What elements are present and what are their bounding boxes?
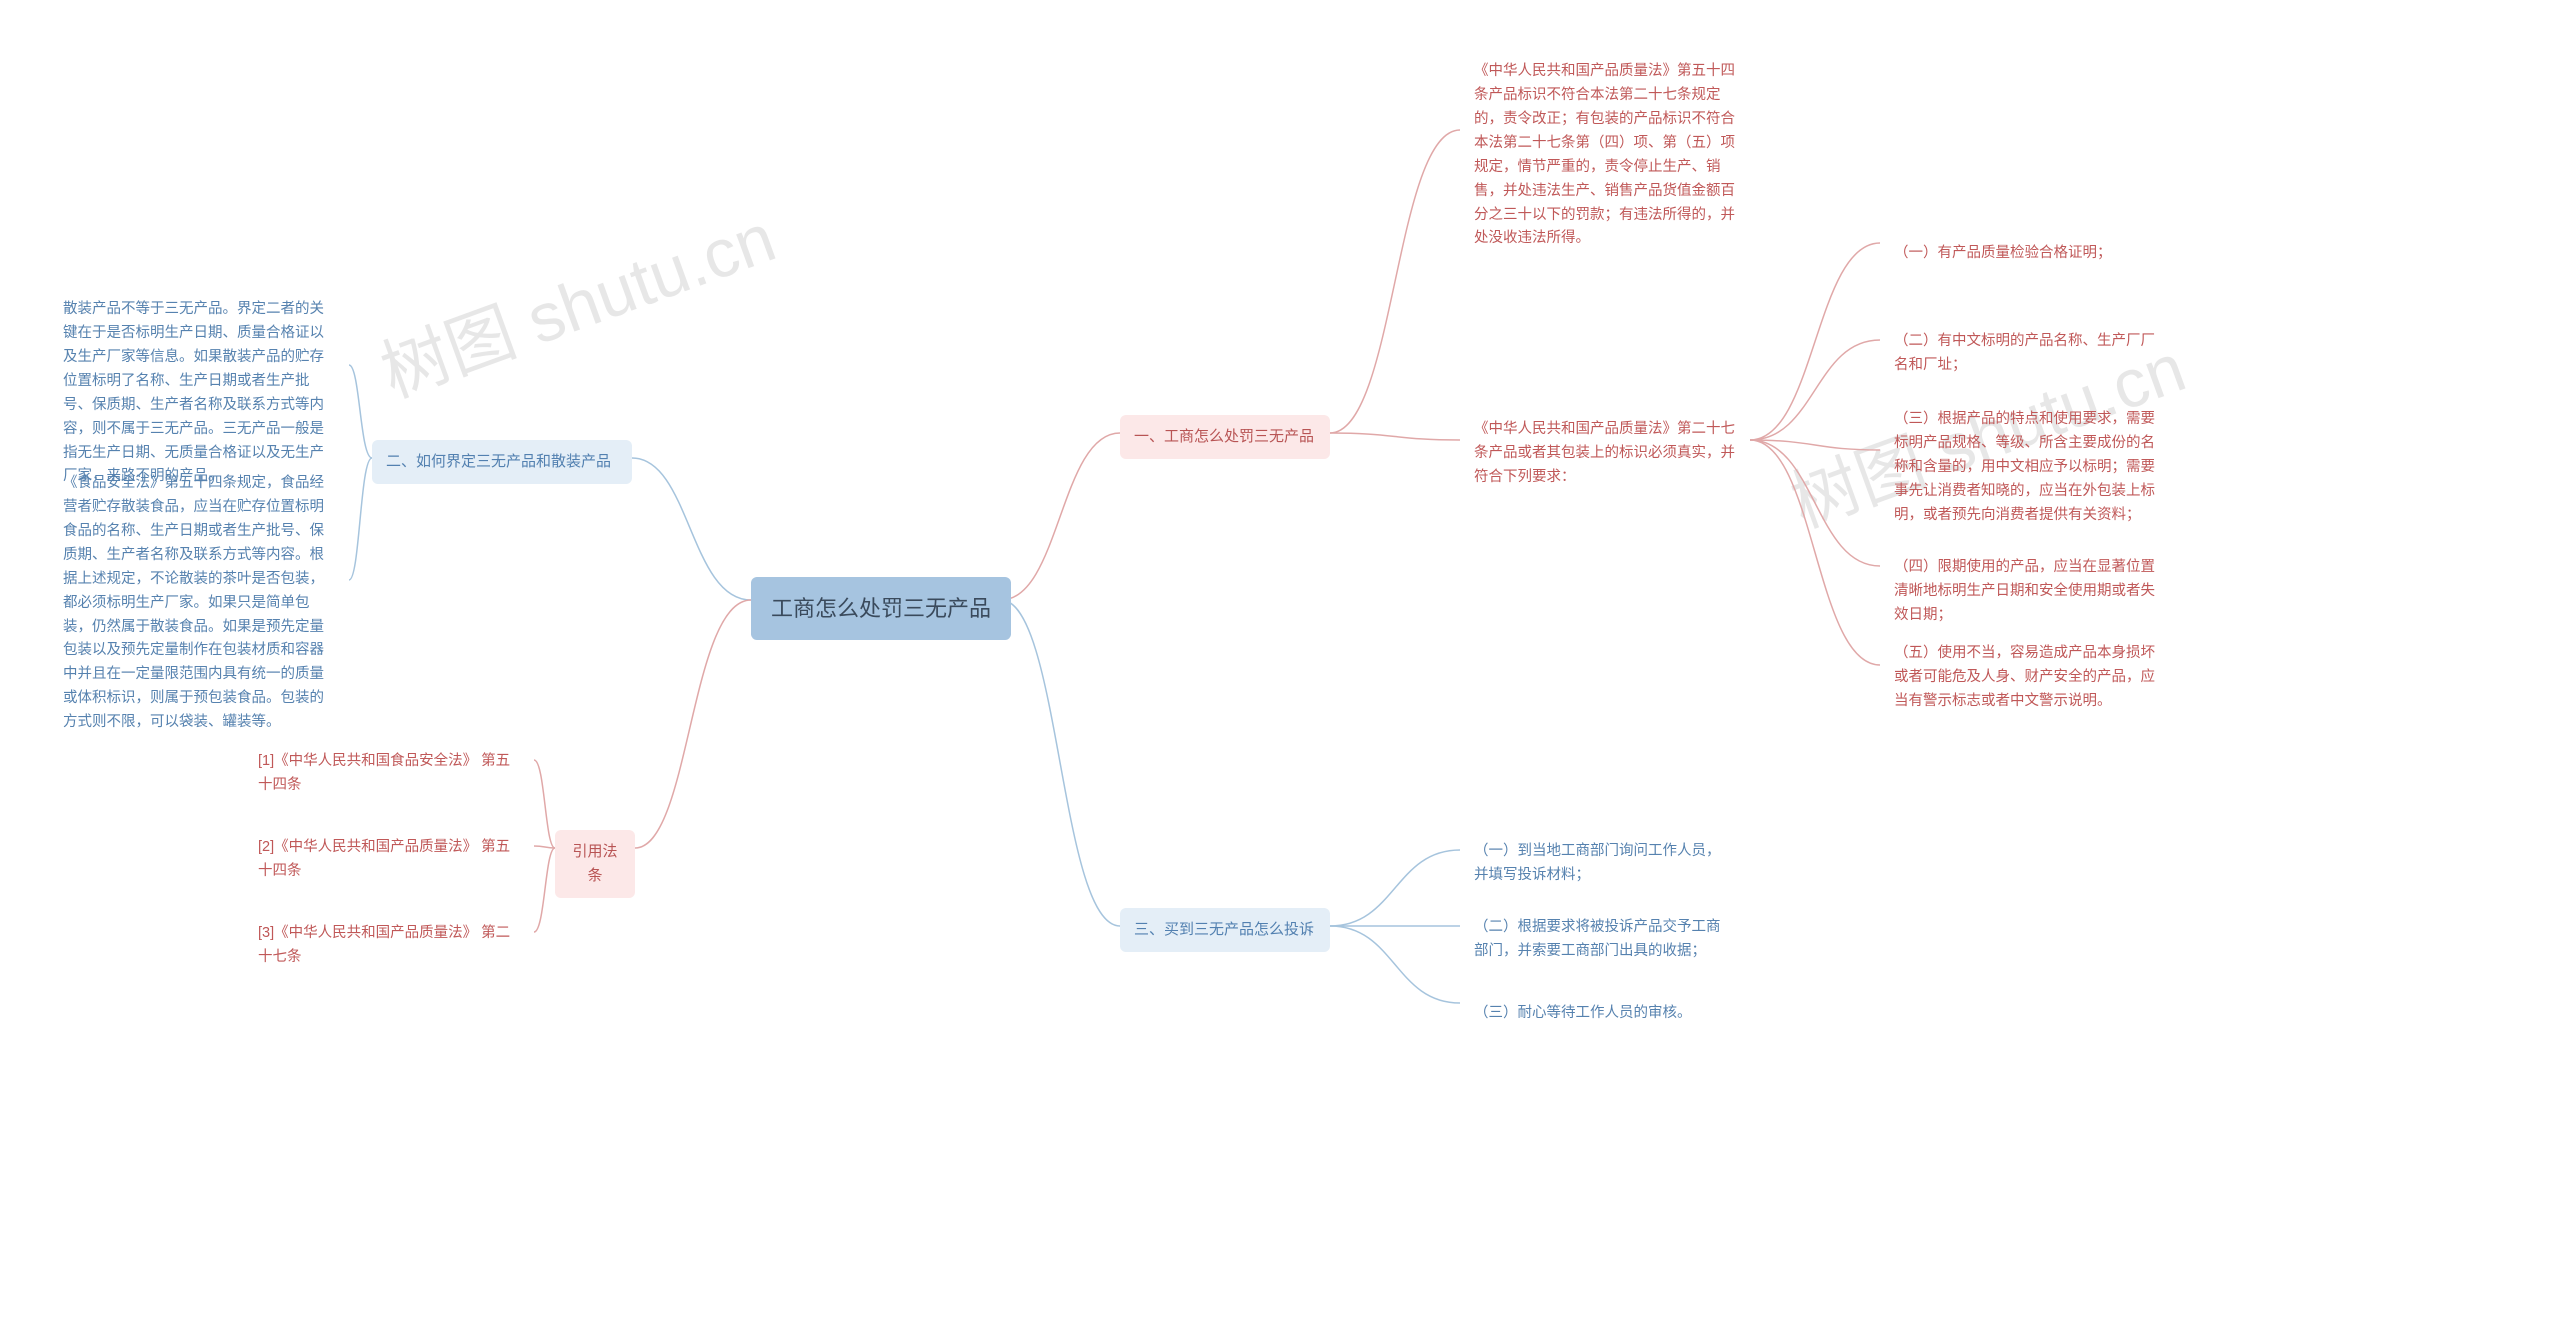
leaf-node[interactable]: [1]《中华人民共和国食品安全法》 第五十四条 <box>244 740 534 808</box>
leaf-node[interactable]: （二）有中文标明的产品名称、生产厂厂名和厂址； <box>1880 320 2180 388</box>
mindmap-root[interactable]: 工商怎么处罚三无产品 <box>751 577 1011 640</box>
leaf-node[interactable]: （五）使用不当，容易造成产品本身损坏或者可能危及人身、财产安全的产品，应当有警示… <box>1880 632 2180 724</box>
branch-node[interactable]: 一、工商怎么处罚三无产品 <box>1120 415 1330 459</box>
leaf-node[interactable]: （四）限期使用的产品，应当在显著位置清晰地标明生产日期和安全使用期或者失效日期； <box>1880 546 2180 638</box>
watermark: 树图 shutu.cn <box>365 183 786 417</box>
leaf-node[interactable]: [2]《中华人民共和国产品质量法》 第五十四条 <box>244 826 534 894</box>
branch-node[interactable]: 三、买到三无产品怎么投诉 <box>1120 908 1330 952</box>
leaf-node[interactable]: （三）根据产品的特点和使用要求，需要标明产品规格、等级、所含主要成份的名称和含量… <box>1880 398 2180 538</box>
leaf-node[interactable]: （三）耐心等待工作人员的审核。 <box>1460 992 1740 1036</box>
branch-node[interactable]: 引用法条 <box>555 830 635 898</box>
leaf-node[interactable]: 《中华人民共和国产品质量法》第二十七条产品或者其包装上的标识必须真实，并符合下列… <box>1460 408 1750 500</box>
leaf-node[interactable]: [3]《中华人民共和国产品质量法》 第二十七条 <box>244 912 534 980</box>
leaf-node[interactable]: （一）到当地工商部门询问工作人员，并填写投诉材料； <box>1460 830 1740 898</box>
leaf-node[interactable]: 《中华人民共和国产品质量法》第五十四条产品标识不符合本法第二十七条规定的，责令改… <box>1460 50 1760 261</box>
leaf-node[interactable]: 《食品安全法》第五十四条规定，食品经营者贮存散装食品，应当在贮存位置标明食品的名… <box>49 462 349 745</box>
leaf-node[interactable]: （一）有产品质量检验合格证明； <box>1880 232 2160 276</box>
leaf-node[interactable]: （二）根据要求将被投诉产品交予工商部门，并索要工商部门出具的收据； <box>1460 906 1740 974</box>
branch-node[interactable]: 二、如何界定三无产品和散装产品 <box>372 440 632 484</box>
